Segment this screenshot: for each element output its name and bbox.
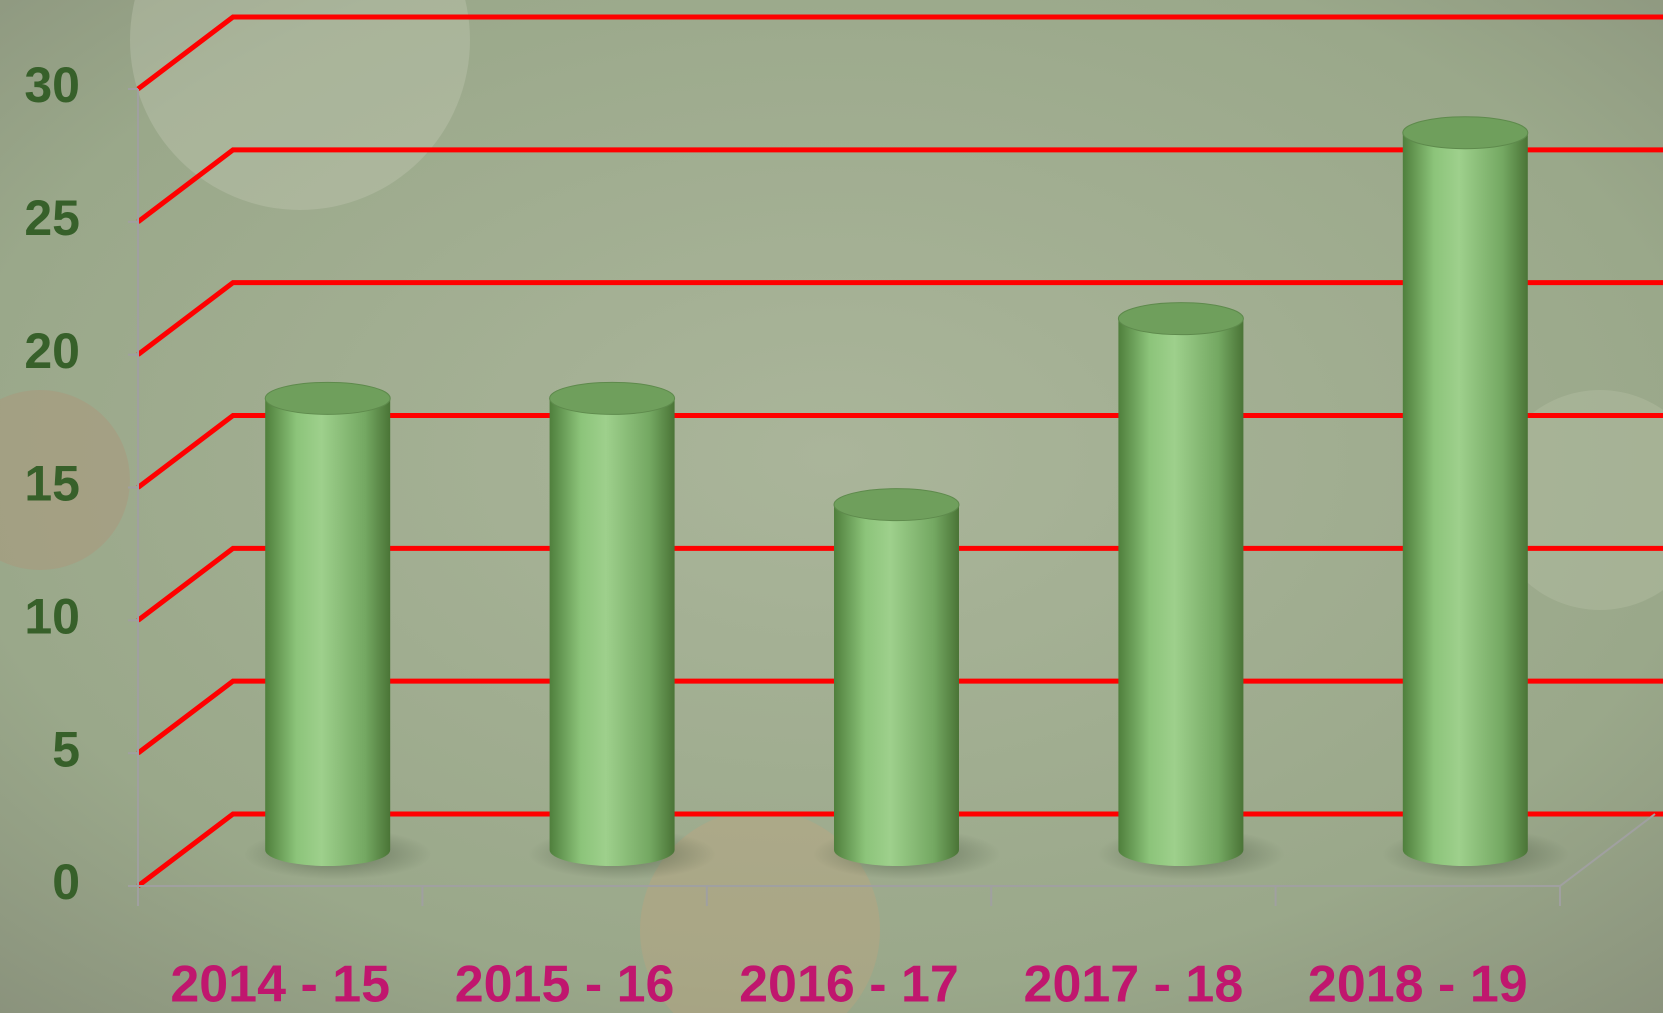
x-tick-label: 2014 - 15 <box>170 956 390 1013</box>
y-tick-label: 5 <box>52 721 80 777</box>
y-tick-label: 25 <box>24 190 80 246</box>
x-tick-label: 2017 - 18 <box>1024 956 1244 1013</box>
bar-body <box>834 505 959 866</box>
bar-body <box>550 398 675 866</box>
bar-top <box>1403 117 1528 149</box>
x-tick-label: 2015 - 16 <box>455 956 675 1013</box>
x-tick-label: 2016 - 17 <box>739 956 959 1013</box>
bar-top <box>1118 303 1243 335</box>
bar-top <box>265 382 390 414</box>
y-tick-label: 15 <box>24 456 80 512</box>
y-tick-label: 0 <box>52 854 80 910</box>
x-tick-label: 2018 - 19 <box>1308 956 1528 1013</box>
bar-body <box>265 398 390 866</box>
y-tick-label: 20 <box>24 323 80 379</box>
y-tick-label: 10 <box>24 589 80 645</box>
bar-top <box>834 489 959 521</box>
bar-body <box>1403 133 1528 866</box>
y-tick-label: 30 <box>24 57 80 113</box>
chart: 0 5 10 15 20 25 30 2014 - 15 2015 - 16 2016 - 17 2… <box>0 0 1663 1013</box>
bar-top <box>550 382 675 414</box>
bar-body <box>1118 319 1243 866</box>
